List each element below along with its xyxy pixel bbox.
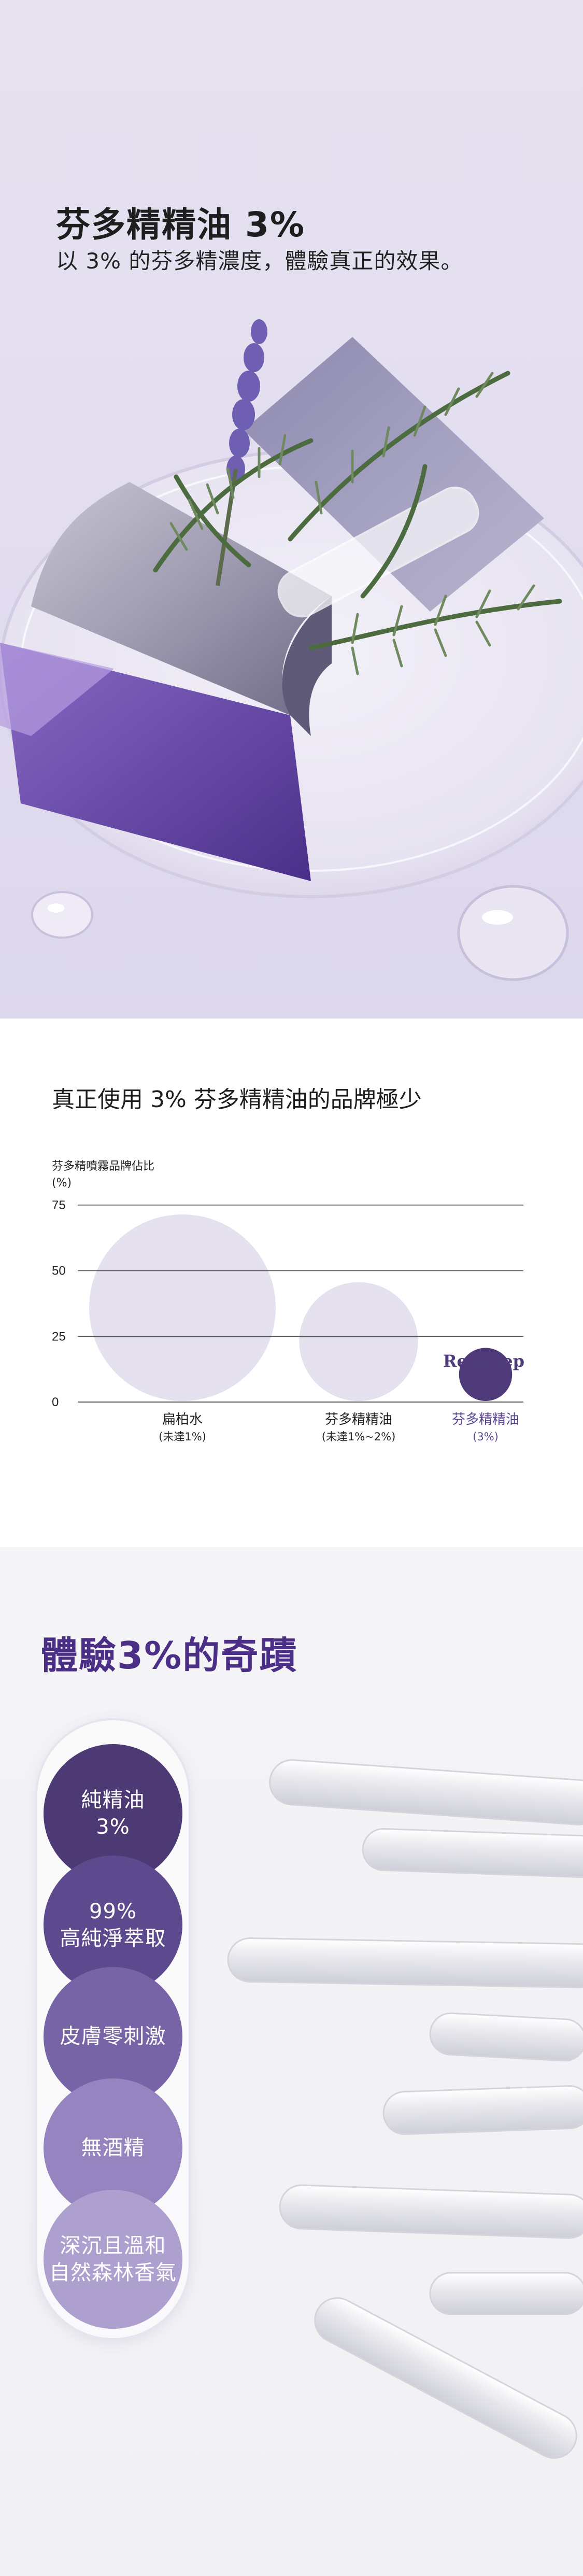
glass-vial	[429, 2012, 583, 2062]
x-tick-sublabel: (未達1%)	[159, 1431, 206, 1443]
chart-title: 芬多精噴霧品牌佔比	[52, 1160, 155, 1173]
y-tick-label: 25	[52, 1329, 66, 1343]
glass-vial	[269, 1759, 583, 1825]
glass-vial	[382, 2085, 583, 2135]
y-tick-label: 50	[52, 1264, 66, 1278]
bubble-3	[459, 1348, 513, 1401]
glass-vial	[227, 1937, 583, 1989]
bubble-1	[89, 1214, 276, 1401]
chart-heading: 真正使用 3% 芬多精精油的品牌極少	[52, 1086, 422, 1113]
feature-badge-label: 純精油 3%	[81, 1788, 145, 1839]
glass-vial	[314, 2297, 577, 2459]
x-tick-label: 芬多精精油	[452, 1412, 519, 1427]
x-tick-sublabel: (3%)	[473, 1431, 499, 1443]
glass-vial	[429, 2272, 583, 2315]
x-tick-sublabel: (未達1%~2%)	[322, 1431, 396, 1443]
feature-badge-5: 深沉且溫和 自然森林香氣	[44, 2190, 182, 2329]
feature-badge-label: 深沉且溫和 自然森林香氣	[49, 2234, 177, 2285]
feature-badge-label: 99% 高純淨萃取	[60, 1900, 166, 1950]
y-tick-label: 0	[52, 1395, 59, 1409]
resleep-logo: Re:Sleep	[443, 1351, 524, 1371]
miracle-section: 體驗3%的奇蹟 純精油 3% 99% 高純淨萃取皮膚零刺激無酒精深沉且溫和 自然森…	[0, 1547, 583, 2576]
bubble-2	[299, 1282, 418, 1401]
feature-badge-label: 皮膚零刺激	[60, 2025, 166, 2048]
glass-vials-image	[227, 1759, 583, 2459]
chart-caption: 芬多精噴霧品牌佔比 (%)	[52, 1158, 154, 1192]
x-tick-label: 芬多精精油	[325, 1412, 392, 1427]
market-share-chart-section: 真正使用 3% 芬多精精油的品牌極少 芬多精噴霧品牌佔比 (%) Re:Slee…	[0, 1018, 583, 1547]
feature-badge-label: 無酒精	[81, 2136, 145, 2160]
glass-vial	[279, 2184, 583, 2239]
miracle-title: 體驗3%的奇蹟	[40, 1634, 298, 1677]
x-tick-label: 扁柏水	[162, 1412, 203, 1427]
y-tick-label: 75	[52, 1198, 66, 1212]
hero-title: 芬多精精油 3%	[56, 205, 306, 245]
glass-vial	[362, 1828, 583, 1878]
hero-subtitle: 以 3% 的芬多精濃度，體驗真正的效果。	[56, 248, 463, 274]
chart-y-unit: (%)	[52, 1177, 72, 1190]
hero-section: 芬多精精油 3% 以 3% 的芬多精濃度，體驗真正的效果。	[0, 0, 583, 1018]
hero-product-image	[0, 319, 583, 981]
bubble-chart: Re:Sleep 0 25 50 75 扁柏水 (未達1%) 芬多精精油 (未達1%~2%) 芬…	[52, 1198, 524, 1443]
